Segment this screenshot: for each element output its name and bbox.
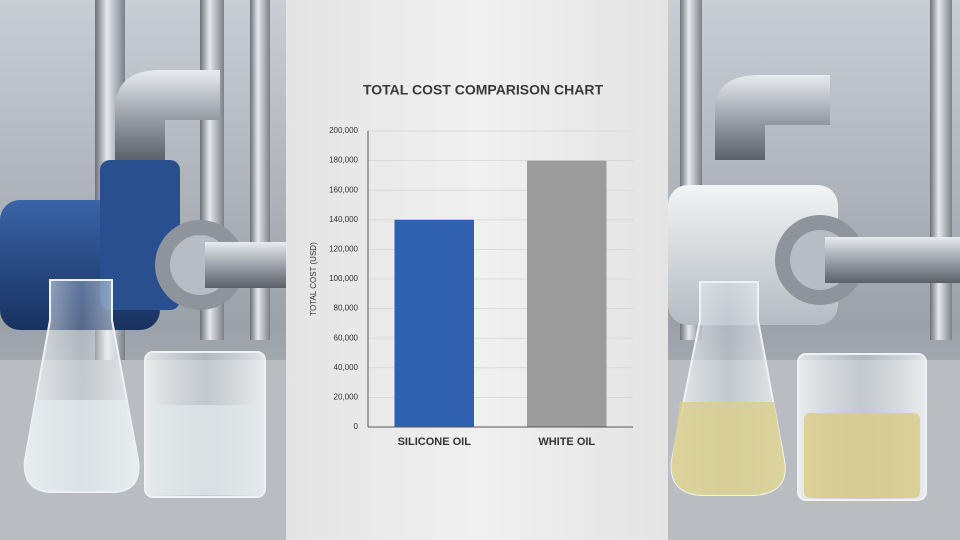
y-tick-label: 100,000 — [329, 274, 358, 283]
right-photo — [668, 0, 960, 540]
y-tick-label: 120,000 — [329, 245, 358, 254]
left-photo — [0, 0, 286, 540]
y-tick-label: 160,000 — [329, 185, 358, 194]
y-tick-label: 20,000 — [334, 393, 359, 402]
y-tick-label: 180,000 — [329, 156, 358, 165]
y-tick-label: 140,000 — [329, 215, 358, 224]
bar — [527, 160, 607, 427]
y-tick-label: 200,000 — [329, 126, 358, 135]
bar — [394, 219, 474, 427]
chart-title: TOTAL COST COMPARISON CHART — [363, 82, 604, 98]
y-tick-label: 40,000 — [334, 363, 359, 372]
y-tick-label: 60,000 — [334, 333, 359, 342]
x-tick-label: SILICONE OIL — [398, 436, 472, 448]
x-tick-label: WHITE OIL — [538, 436, 595, 448]
y-tick-label: 0 — [354, 422, 359, 431]
y-tick-label: 80,000 — [334, 304, 359, 313]
plot: 0 20,000 40,000 60,000 80,000 100,000 120,000 1… — [329, 126, 633, 448]
y-axis-label: TOTAL COST (USD) — [309, 242, 318, 316]
